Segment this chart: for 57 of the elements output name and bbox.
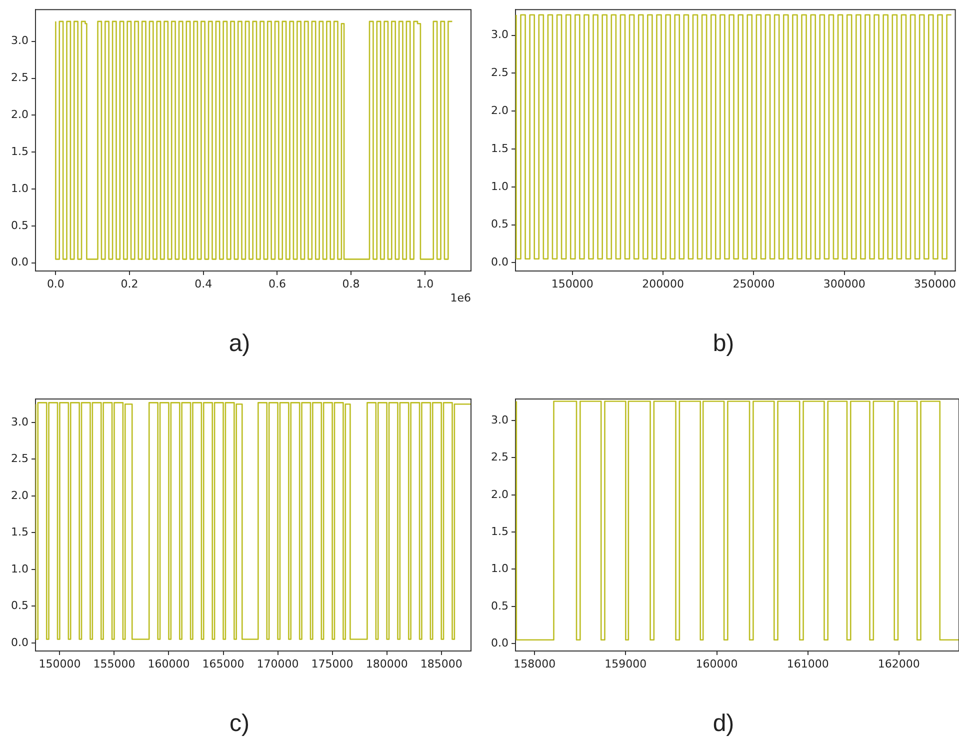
- y-tick-label: 1.0: [10, 182, 28, 195]
- x-tick-label: 0.2: [120, 277, 138, 290]
- y-tick-label: 1.5: [490, 142, 508, 155]
- y-tick-label: 1.0: [490, 562, 508, 576]
- x-tick-label: 250000: [732, 277, 775, 290]
- x-tick-label: 1.0: [416, 277, 434, 290]
- x-tick-label: 185000: [420, 657, 462, 670]
- x-tick-label: 160000: [696, 657, 738, 670]
- y-tick-label: 3.0: [10, 415, 28, 428]
- y-tick-label: 2.5: [490, 66, 508, 80]
- y-tick-label: 0.5: [10, 599, 28, 612]
- x-tick-label: 155000: [93, 657, 136, 670]
- y-tick-label: 2.5: [490, 450, 508, 464]
- x-tick-label: 200000: [642, 277, 684, 290]
- y-tick-label: 0.0: [490, 636, 508, 650]
- x-tick-label: 0.6: [268, 277, 286, 290]
- y-tick-label: 3.0: [490, 413, 508, 426]
- y-tick-label: 3.0: [10, 34, 28, 48]
- x-tick-label: 0.8: [342, 277, 360, 290]
- y-tick-label: 2.0: [490, 104, 508, 117]
- y-tick-label: 3.0: [490, 28, 508, 42]
- x-tick-label: 350000: [914, 277, 956, 290]
- y-tick-label: 0.0: [10, 636, 28, 649]
- y-tick-label: 0.0: [10, 256, 28, 269]
- y-tick-label: 2.0: [10, 488, 28, 502]
- x-tick-label: 170000: [256, 657, 299, 670]
- y-tick-label: 2.0: [10, 108, 28, 122]
- x-tick-label: 300000: [823, 277, 866, 290]
- y-tick-label: 2.5: [10, 452, 28, 466]
- y-tick-label: 2.0: [490, 488, 508, 501]
- text: c): [230, 710, 250, 738]
- y-tick-label: 1.0: [10, 562, 28, 576]
- y-tick-label: 0.5: [490, 218, 508, 231]
- text: a): [228, 330, 250, 358]
- y-tick-label: 0.5: [10, 218, 28, 232]
- text: 1e6: [450, 291, 471, 304]
- y-tick-label: 1.5: [10, 144, 28, 158]
- text: b): [712, 330, 734, 358]
- x-tick-label: 162000: [878, 657, 920, 670]
- x-tick-label: 175000: [311, 657, 354, 670]
- x-tick-label: 150000: [551, 277, 594, 290]
- y-tick-label: 1.5: [10, 526, 28, 539]
- x-tick-label: 0.4: [194, 277, 212, 290]
- x-tick-label: 150000: [38, 657, 81, 670]
- x-tick-label: 159000: [604, 657, 647, 670]
- y-tick-label: 0.0: [490, 256, 508, 269]
- x-tick-label: 165000: [202, 657, 244, 670]
- y-tick-label: 1.5: [490, 524, 508, 538]
- x-tick-label: 0.0: [46, 277, 64, 290]
- y-tick-label: 0.5: [490, 599, 508, 612]
- x-tick-label: 160000: [148, 657, 190, 670]
- x-tick-label: 161000: [786, 657, 829, 670]
- y-tick-label: 1.0: [490, 180, 508, 193]
- y-tick-label: 2.5: [10, 71, 28, 84]
- text: d): [712, 710, 734, 738]
- x-tick-label: 180000: [366, 657, 408, 670]
- x-tick-label: 158000: [514, 657, 556, 670]
